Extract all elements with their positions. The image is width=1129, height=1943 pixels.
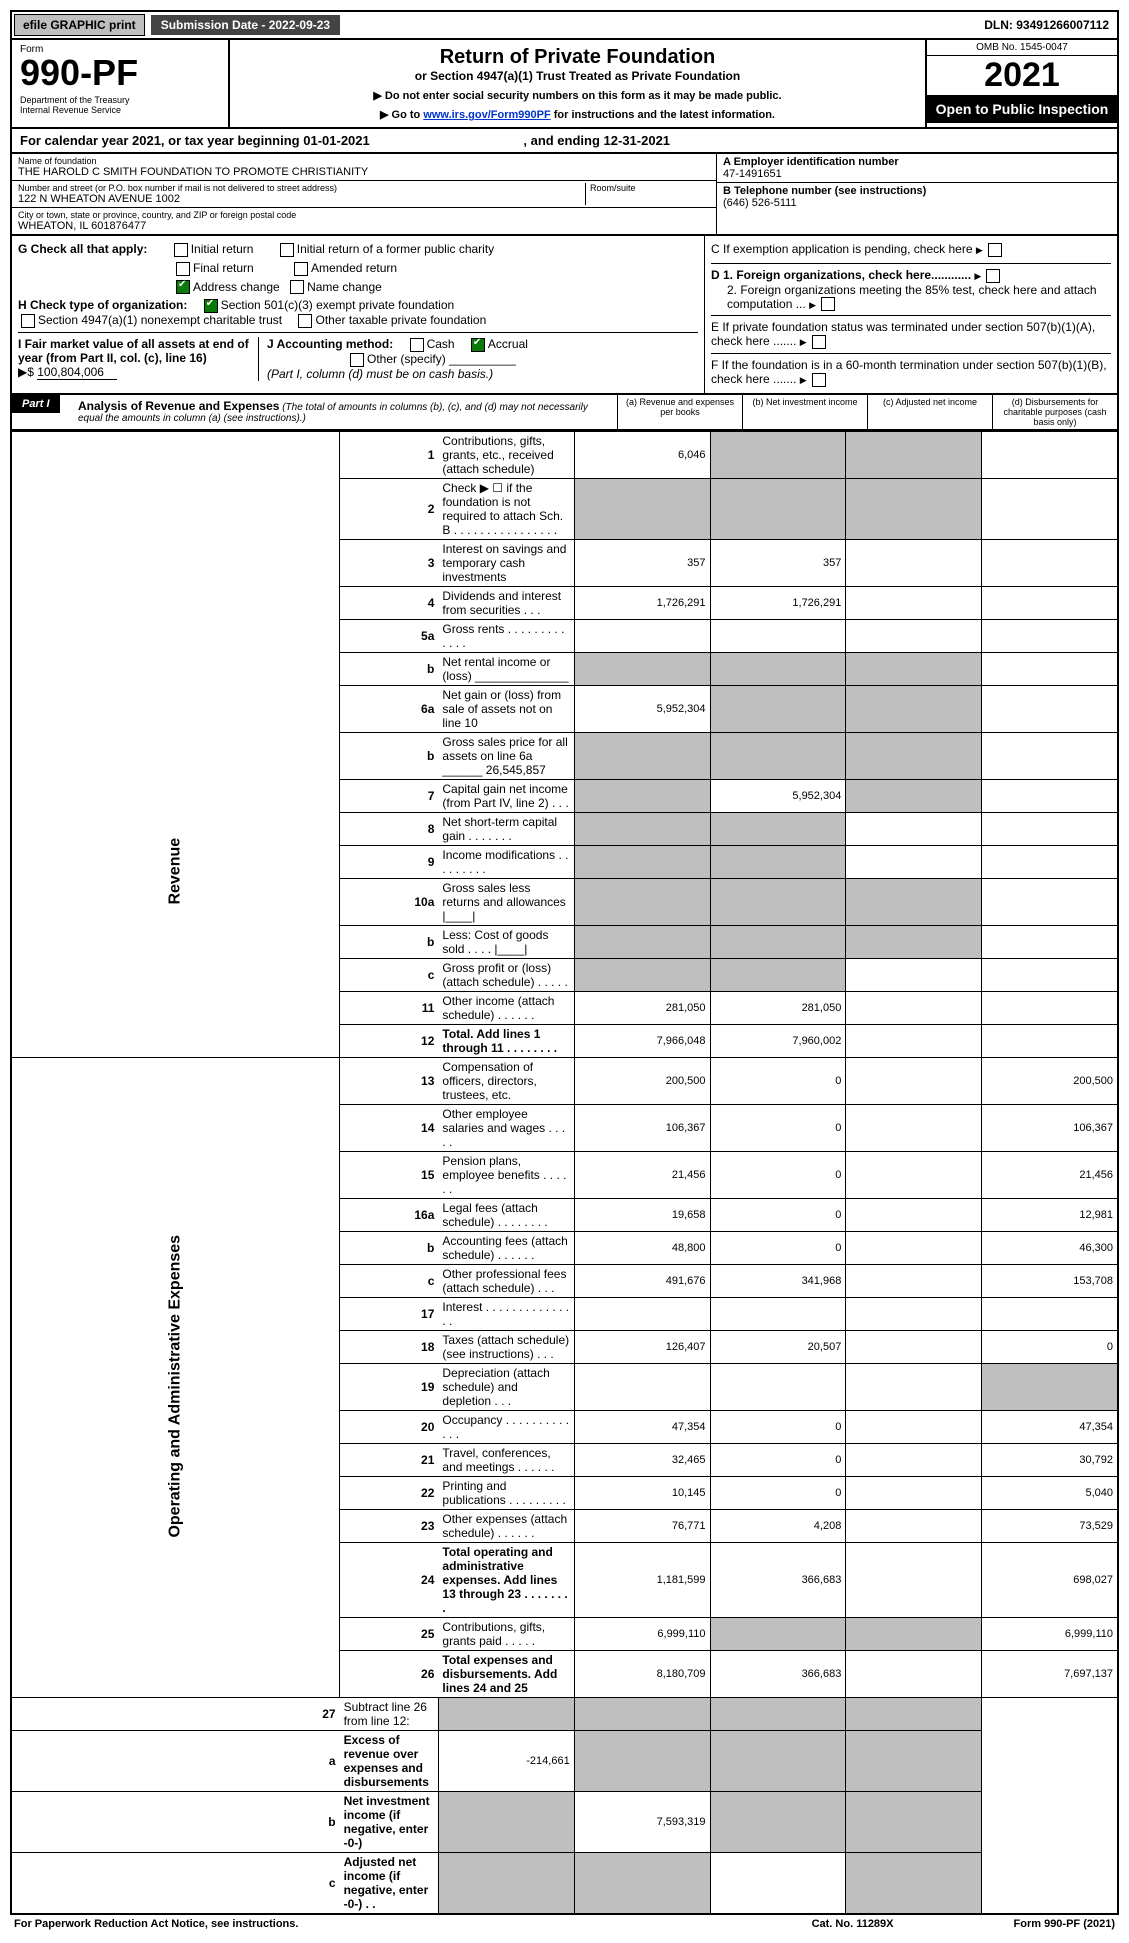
- entity-info-grid: Name of foundation THE HAROLD C SMITH FO…: [10, 154, 1119, 236]
- g-row: G Check all that apply: Initial return I…: [18, 242, 698, 257]
- name-label: Name of foundation: [18, 156, 710, 166]
- dln: DLN: 93491266007112: [976, 15, 1117, 35]
- addr-label: Number and street (or P.O. box number if…: [18, 183, 585, 193]
- page-footer: For Paperwork Reduction Act Notice, see …: [10, 1915, 1119, 1933]
- table-row: 27Subtract line 26 from line 12:: [11, 1698, 1118, 1731]
- omb: OMB No. 1545-0047: [927, 40, 1117, 56]
- table-row: cAdjusted net income (if negative, enter…: [11, 1853, 1118, 1915]
- form-number: 990-PF: [20, 55, 220, 91]
- ck-name-change[interactable]: [290, 280, 304, 294]
- dept-label: Department of the Treasury Internal Reve…: [20, 95, 220, 115]
- ck-initial-return[interactable]: [174, 243, 188, 257]
- telephone: (646) 526-5111: [723, 197, 1111, 209]
- col-a-hdr: (a) Revenue and expenses per books: [617, 395, 742, 429]
- part1-table: Revenue1Contributions, gifts, grants, et…: [10, 431, 1119, 1915]
- ck-c[interactable]: [988, 243, 1002, 257]
- submission-date: Submission Date - 2022-09-23: [151, 15, 340, 35]
- ck-d2[interactable]: [821, 297, 835, 311]
- col-b-hdr: (b) Net investment income: [742, 395, 867, 429]
- ein-label: A Employer identification number: [723, 156, 1111, 168]
- open-to-public: Open to Public Inspection: [927, 95, 1117, 123]
- h-row: H Check type of organization: Section 50…: [18, 298, 698, 313]
- col-c-hdr: (c) Adjusted net income: [867, 395, 992, 429]
- tax-year: 2021: [927, 56, 1117, 95]
- instr-2: ▶ Go to www.irs.gov/Form990PF for instru…: [236, 108, 919, 121]
- instr-1: ▶ Do not enter social security numbers o…: [236, 89, 919, 102]
- checkbox-section: G Check all that apply: Initial return I…: [10, 236, 1119, 395]
- street-address: 122 N WHEATON AVENUE 1002: [18, 193, 585, 205]
- tel-label: B Telephone number (see instructions): [723, 185, 1111, 197]
- foundation-name: THE HAROLD C SMITH FOUNDATION TO PROMOTE…: [18, 166, 710, 178]
- form-header: Form 990-PF Department of the Treasury I…: [10, 40, 1119, 129]
- part1-header: Part I Analysis of Revenue and Expenses …: [10, 395, 1119, 431]
- side-label: Revenue: [11, 432, 340, 1058]
- footer-left: For Paperwork Reduction Act Notice, see …: [14, 1918, 298, 1930]
- form-subtitle: or Section 4947(a)(1) Trust Treated as P…: [236, 69, 919, 83]
- ein: 47-1491651: [723, 168, 1111, 180]
- ck-address-change[interactable]: [176, 280, 190, 294]
- part1-badge: Part I: [12, 395, 60, 413]
- ck-f[interactable]: [812, 373, 826, 387]
- city-state-zip: WHEATON, IL 601876477: [18, 220, 710, 232]
- ck-cash[interactable]: [410, 338, 424, 352]
- ck-4947[interactable]: [21, 314, 35, 328]
- ck-other-taxable[interactable]: [298, 314, 312, 328]
- table-row: aExcess of revenue over expenses and dis…: [11, 1731, 1118, 1792]
- footer-right: Form 990-PF (2021): [1014, 1918, 1115, 1930]
- side-label: Operating and Administrative Expenses: [11, 1058, 340, 1698]
- efile-print-button[interactable]: efile GRAPHIC print: [14, 14, 145, 36]
- ck-accrual[interactable]: [471, 338, 485, 352]
- ck-other-method[interactable]: [350, 353, 364, 367]
- ck-final-return[interactable]: [176, 262, 190, 276]
- footer-mid: Cat. No. 11289X: [812, 1918, 894, 1930]
- fmv-assets: 100,804,006: [37, 365, 117, 380]
- room-label: Room/suite: [590, 183, 710, 193]
- ck-d1[interactable]: [986, 269, 1000, 283]
- ck-e[interactable]: [812, 335, 826, 349]
- ck-amended[interactable]: [294, 262, 308, 276]
- table-row: bNet investment income (if negative, ent…: [11, 1792, 1118, 1853]
- table-row: Revenue1Contributions, gifts, grants, et…: [11, 432, 1118, 479]
- form-title: Return of Private Foundation: [236, 46, 919, 69]
- ck-initial-former[interactable]: [280, 243, 294, 257]
- table-row: Operating and Administrative Expenses13C…: [11, 1058, 1118, 1105]
- calendar-year-row: For calendar year 2021, or tax year begi…: [10, 129, 1119, 154]
- irs-link[interactable]: www.irs.gov/Form990PF: [423, 109, 550, 121]
- ck-501c3[interactable]: [204, 299, 218, 313]
- top-bar: efile GRAPHIC print Submission Date - 20…: [10, 10, 1119, 40]
- col-d-hdr: (d) Disbursements for charitable purpose…: [992, 395, 1117, 429]
- city-label: City or town, state or province, country…: [18, 210, 710, 220]
